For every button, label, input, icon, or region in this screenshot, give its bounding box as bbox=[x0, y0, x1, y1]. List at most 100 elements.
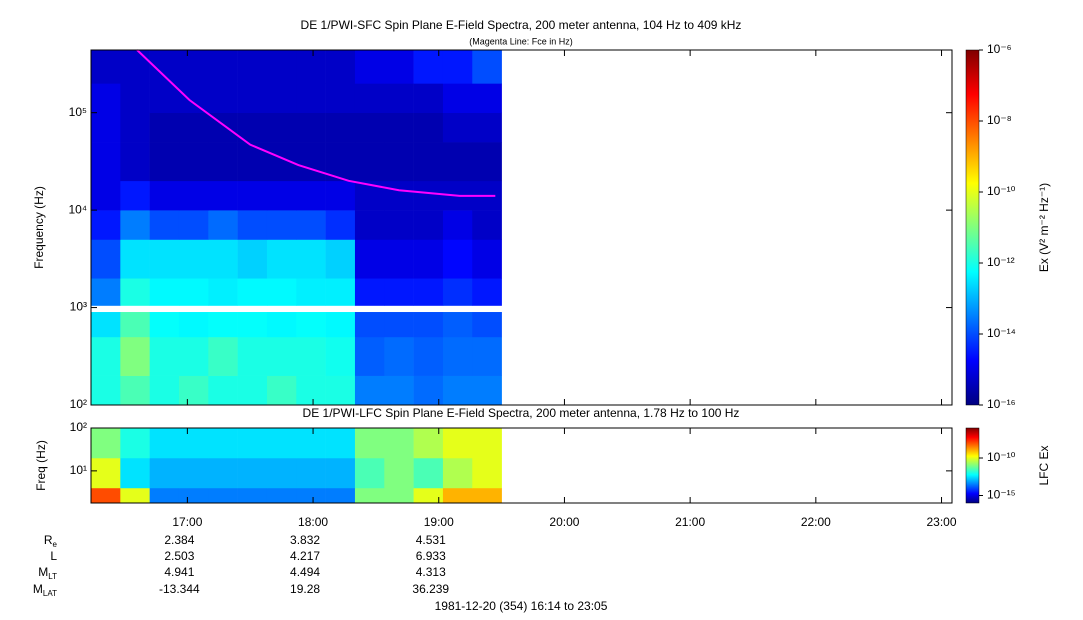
y-axis-label: Frequency (Hz) bbox=[32, 186, 46, 269]
x-tick-label: 23:00 bbox=[927, 515, 957, 529]
footer: 1981-12-20 (354) 16:14 to 23:05 bbox=[435, 599, 608, 613]
heatmap-cell bbox=[442, 239, 473, 279]
heatmap-cell bbox=[354, 142, 385, 182]
heatmap-cell bbox=[472, 50, 502, 84]
ephemeris-label-main: R bbox=[44, 533, 53, 547]
heatmap-cell bbox=[120, 336, 150, 376]
heatmap-cell bbox=[325, 239, 356, 279]
heatmap-cell bbox=[413, 239, 444, 279]
heatmap-cell bbox=[266, 180, 297, 211]
heatmap-cell bbox=[413, 210, 444, 240]
heatmap-cell bbox=[442, 487, 473, 504]
heatmap-cell bbox=[120, 375, 150, 406]
ephemeris-label: Re bbox=[44, 533, 58, 549]
ephemeris-label-main: M bbox=[33, 582, 43, 596]
heatmap-cell bbox=[413, 180, 444, 211]
ephemeris-value: 6.933 bbox=[416, 549, 446, 563]
heatmap-cell bbox=[208, 487, 238, 504]
colorbar-tick-label: 10⁻⁶ bbox=[987, 42, 1012, 56]
heatmap-cell bbox=[237, 239, 268, 279]
heatmap-cell bbox=[442, 457, 473, 489]
heatmap-cell bbox=[442, 112, 473, 143]
heatmap-cell bbox=[384, 239, 414, 279]
heatmap-cell bbox=[208, 278, 238, 306]
ephemeris-label-sub: LAT bbox=[43, 589, 57, 598]
heatmap-cell bbox=[472, 312, 502, 338]
heatmap-cell bbox=[208, 180, 238, 211]
y-tick-label: 10² bbox=[70, 397, 87, 411]
x-tick-label: 22:00 bbox=[801, 515, 831, 529]
heatmap-cell bbox=[120, 50, 150, 84]
heatmap-cell bbox=[354, 375, 385, 406]
heatmap-cell bbox=[413, 142, 444, 182]
heatmap-cell bbox=[442, 312, 473, 338]
heatmap-cell bbox=[325, 336, 356, 376]
heatmap-cell bbox=[266, 239, 297, 279]
y-tick-label: 10³ bbox=[70, 300, 87, 314]
ephemeris-label-main: M bbox=[38, 565, 48, 579]
colorbar-tick-label: 10⁻⁸ bbox=[987, 113, 1012, 127]
heatmap-cell bbox=[91, 180, 121, 211]
heatmap-cell bbox=[178, 83, 209, 113]
heatmap-cell bbox=[178, 142, 209, 182]
heatmap-cell bbox=[296, 457, 326, 489]
colorbar-label: LFC Ex bbox=[1037, 445, 1051, 485]
heatmap-cell bbox=[384, 375, 414, 406]
colorbar-tick-label: 10⁻¹⁶ bbox=[987, 397, 1016, 411]
heatmap-cell bbox=[237, 278, 268, 306]
heatmap-cell bbox=[266, 487, 297, 504]
heatmap-cell bbox=[296, 112, 326, 143]
heatmap-cell bbox=[384, 83, 414, 113]
heatmap-cell bbox=[325, 312, 356, 338]
heatmap-cell bbox=[413, 112, 444, 143]
ephemeris-value: 4.313 bbox=[416, 565, 446, 579]
heatmap-cell bbox=[472, 278, 502, 306]
heatmap-cell bbox=[208, 210, 238, 240]
heatmap-cell bbox=[384, 142, 414, 182]
heatmap-cell bbox=[178, 457, 209, 489]
heatmap-cell bbox=[354, 428, 385, 459]
heatmap-cell bbox=[442, 336, 473, 376]
heatmap-cell bbox=[442, 375, 473, 406]
ephemeris-value: 4.531 bbox=[416, 533, 446, 547]
heatmap-cell bbox=[178, 239, 209, 279]
heatmap-cell bbox=[296, 210, 326, 240]
y-tick-label: 10¹ bbox=[70, 463, 87, 477]
ephemeris-label: MLT bbox=[38, 565, 57, 581]
heatmap-cell bbox=[208, 142, 238, 182]
heatmap-cell bbox=[325, 487, 356, 504]
heatmap-cell bbox=[296, 50, 326, 84]
heatmap-cell bbox=[178, 278, 209, 306]
heatmap-cell bbox=[296, 375, 326, 406]
heatmap-cell bbox=[120, 112, 150, 143]
heatmap-cell bbox=[178, 180, 209, 211]
heatmap-cell bbox=[296, 180, 326, 211]
heatmap-cell bbox=[120, 180, 150, 211]
chart-title: DE 1/PWI-LFC Spin Plane E-Field Spectra,… bbox=[303, 406, 740, 420]
heatmap-cell bbox=[296, 336, 326, 376]
heatmap-cell bbox=[178, 487, 209, 504]
colorbar-tick-label: 10⁻¹⁵ bbox=[987, 488, 1016, 502]
x-tick-label: 19:00 bbox=[424, 515, 454, 529]
heatmap-cell bbox=[149, 336, 180, 376]
heatmap-cell bbox=[178, 210, 209, 240]
ephemeris-label-sub: LT bbox=[48, 572, 57, 581]
heatmap-cell bbox=[325, 180, 356, 211]
heatmap-cell bbox=[237, 487, 268, 504]
heatmap-cell bbox=[149, 375, 180, 406]
heatmap-cell bbox=[354, 457, 385, 489]
chart-title: DE 1/PWI-SFC Spin Plane E-Field Spectra,… bbox=[301, 18, 742, 32]
heatmap-cell bbox=[325, 278, 356, 306]
heatmap-cell bbox=[354, 112, 385, 143]
heatmap-cell bbox=[266, 50, 297, 84]
heatmap-cell bbox=[384, 312, 414, 338]
heatmap-cell bbox=[266, 83, 297, 113]
heatmap-cell bbox=[325, 112, 356, 143]
heatmap-cell bbox=[354, 83, 385, 113]
heatmap-cell bbox=[178, 336, 209, 376]
x-tick-label: 17:00 bbox=[172, 515, 202, 529]
heatmap-cell bbox=[237, 375, 268, 406]
heatmap-cell bbox=[384, 428, 414, 459]
heatmap-cell bbox=[178, 428, 209, 459]
